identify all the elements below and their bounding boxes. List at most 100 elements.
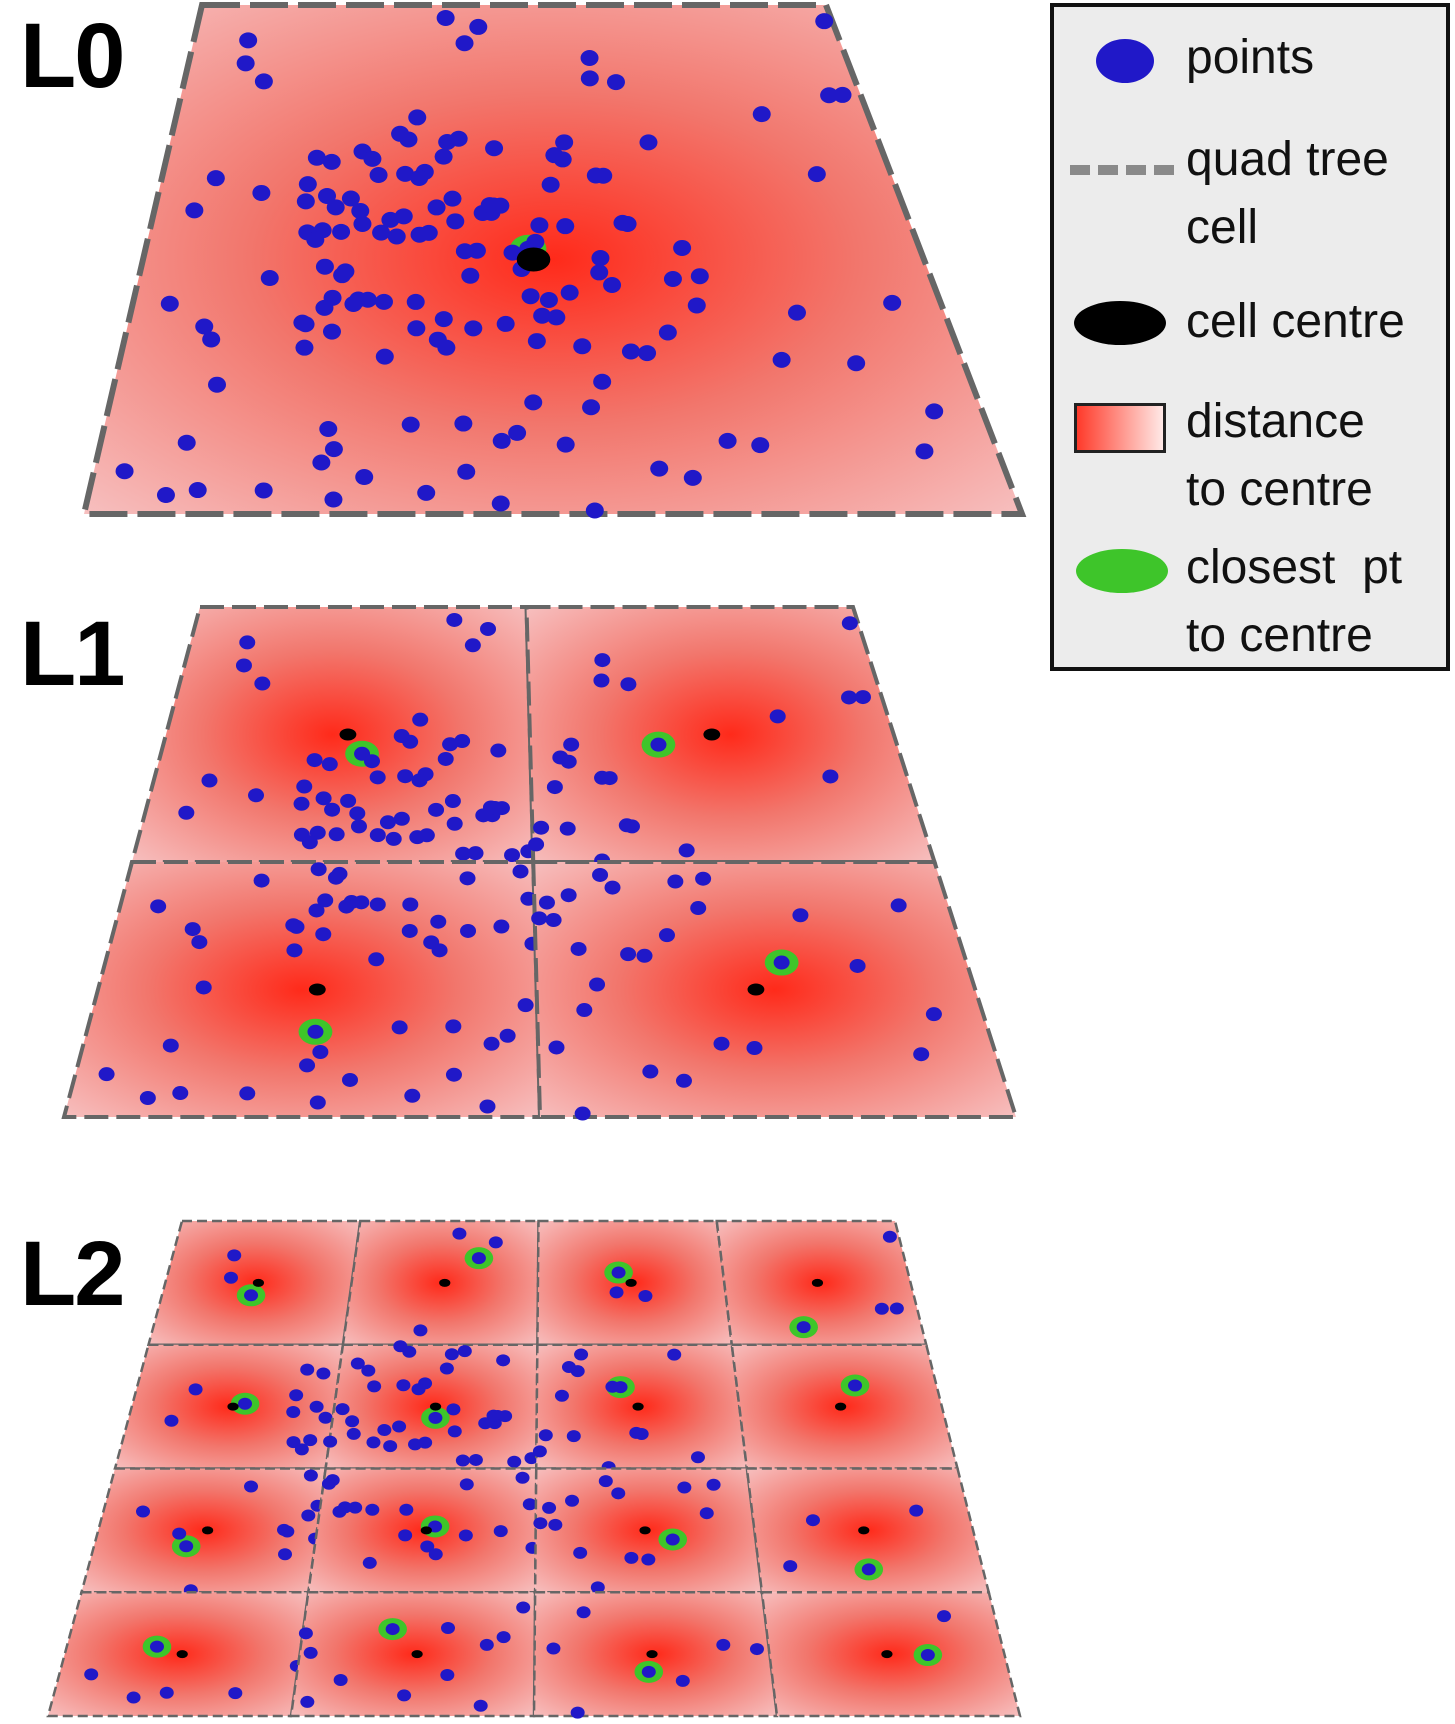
point-l1-cell-0-2 [350,819,367,834]
point-l0-cell-0-129 [582,399,601,416]
point-l2-cell-5-2 [447,1425,462,1438]
point-l1-cell-0-23 [293,796,310,811]
point-l2-cell-14-3 [570,1706,585,1719]
quad-tree-cell-l1-cell-3 [531,860,1019,1119]
point-l0-cell-0-94 [639,134,658,151]
point-l1-cell-3-10 [667,874,684,889]
point-l1-cell-2-20 [288,919,305,934]
point-l1-cell-3-14 [925,1007,942,1022]
point-l0-cell-0-103 [254,482,273,499]
point-l1-cell-3-18 [658,928,675,943]
point-l0-cell-0-78 [556,436,575,453]
point-l1-cell-1-7 [533,820,550,835]
point-symbol-icon [1096,39,1154,83]
point-l0-cell-0-134 [503,244,522,261]
point-l2-cell-10-11 [706,1478,721,1491]
point-l2-cell-4-1 [303,1434,318,1447]
point-l1-cell-0-14 [393,811,410,826]
point-l2-cell-5-30 [408,1438,423,1451]
point-l2-cell-8-9 [303,1469,318,1482]
point-l1-cell-3-15 [548,1040,565,1055]
point-l1-cell-2-43 [391,1020,408,1035]
legend-label-distance-line2: to centre [1186,463,1373,516]
point-l0-cell-0-57 [663,270,682,287]
point-l1-cell-1-15 [601,771,618,786]
point-l1-cell-2-44 [150,899,167,914]
point-l1-cell-2-42 [310,862,327,877]
point-l2-cell-3-0 [796,1321,811,1334]
point-l1-cell-0-8 [235,658,252,673]
point-l2-cell-13-10 [303,1646,318,1659]
point-l0-cell-0-38 [436,9,455,26]
point-l2-cell-6-6 [566,1430,581,1443]
point-l0-cell-0-92 [185,202,204,219]
point-l2-cell-10-1 [699,1507,714,1520]
point-l1-cell-0-46 [409,830,426,845]
point-l0-cell-0-86 [556,218,575,235]
point-l1-cell-1-9 [678,843,695,858]
point-l0-cell-0-32 [590,264,609,281]
point-l0-cell-0-65 [847,355,866,372]
point-l2-cell-5-28 [446,1403,461,1416]
point-l1-cell-0-36 [301,835,318,850]
cell-centre-l0-cell-0 [516,247,551,272]
point-l1-cell-3-19 [695,871,712,886]
cell-centre-l2-cell-10 [639,1526,651,1535]
point-l0-cell-0-113 [319,420,338,437]
point-l0-cell-0-91 [606,74,625,91]
legend-item-distance: distance to centre [1054,387,1446,527]
point-l1-cell-2-25 [184,922,201,937]
point-l0-cell-0-70 [455,243,474,260]
point-l2-cell-8-5 [280,1525,295,1538]
point-l1-cell-1-17 [854,690,871,705]
cell-centre-l2-cell-15 [881,1650,893,1659]
point-l2-cell-5-13 [468,1453,483,1466]
point-l1-cell-0-34 [178,805,195,820]
point-l1-cell-1-8 [822,769,839,784]
point-l1-cell-3-21 [560,888,577,903]
point-l2-cell-0-0 [223,1271,238,1284]
point-l1-cell-2-2 [512,864,529,879]
cell-centre-l1-cell-0 [339,728,357,741]
point-l1-cell-2-45 [338,899,355,914]
point-l1-cell-2-6 [517,998,534,1013]
point-l2-cell-6-13 [532,1445,547,1458]
point-l0-cell-0-18 [752,106,771,123]
point-l1-cell-0-15 [328,827,345,842]
point-l0-cell-0-48 [332,223,351,240]
point-l2-cell-3-1 [882,1230,897,1243]
point-l1-cell-0-49 [490,743,507,758]
legend-label-cell-centre: cell centre [1186,295,1405,348]
point-l0-cell-0-148 [408,109,427,126]
point-l2-cell-5-4 [345,1415,360,1428]
point-l1-cell-0-25 [455,846,472,861]
point-l1-cell-3-5 [592,867,609,882]
point-l2-cell-5-26 [428,1411,443,1424]
point-l1-cell-1-14 [552,750,569,765]
point-l2-cell-13-2 [397,1689,412,1702]
point-l2-cell-13-3 [479,1638,494,1651]
point-l2-cell-10-0 [548,1518,563,1531]
point-l2-cell-12-2 [84,1668,99,1681]
point-l0-cell-0-14 [621,343,640,360]
point-l0-cell-0-133 [580,70,599,87]
point-l0-cell-0-30 [375,348,394,365]
point-l2-cell-14-4 [576,1606,591,1619]
point-l2-cell-1-0 [471,1252,486,1265]
legend: points quad tree cell cell centre distan… [1050,3,1450,671]
legend-item-cell-centre: cell centre [1054,287,1446,357]
point-l1-cell-2-17 [493,919,510,934]
point-l1-cell-2-4 [445,1019,462,1034]
dashed-line-icon [1070,165,1174,175]
point-l2-cell-12-0 [159,1686,174,1699]
point-l2-cell-4-3 [188,1383,203,1396]
point-l2-cell-5-11 [396,1379,411,1392]
point-l2-cell-14-0 [749,1643,764,1656]
point-l1-cell-0-21 [201,773,218,788]
point-l2-cell-6-4 [538,1429,553,1442]
point-l1-cell-2-12 [483,1036,500,1051]
point-l0-cell-0-114 [387,228,406,245]
legend-item-points: points [1054,23,1446,93]
point-l0-cell-0-139 [541,176,560,193]
point-l2-cell-10-6 [533,1517,548,1530]
